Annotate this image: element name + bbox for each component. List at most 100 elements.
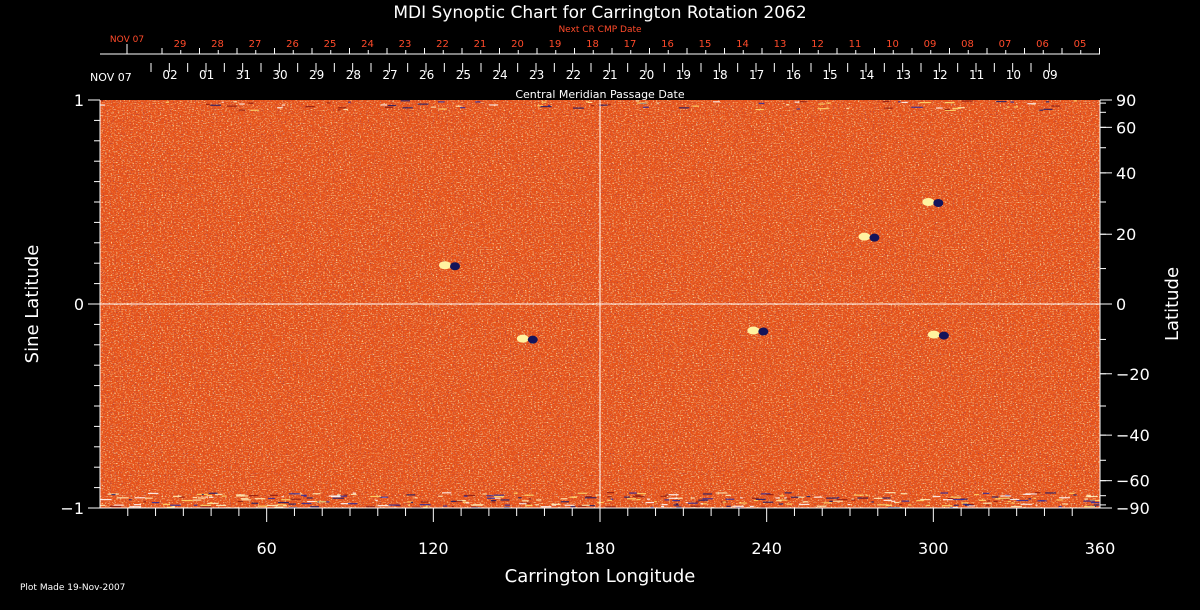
polar-noise-streak — [1086, 496, 1092, 498]
polar-noise-streak — [221, 495, 227, 497]
polar-noise-streak — [233, 101, 237, 103]
polar-noise-streak — [384, 106, 393, 108]
polar-noise-streak — [702, 493, 713, 495]
polar-noise-streak — [407, 504, 410, 506]
polar-noise-streak — [192, 496, 198, 499]
polar-noise-streak — [420, 501, 429, 503]
polar-noise-streak — [1010, 498, 1020, 501]
polar-noise-streak — [577, 492, 588, 494]
polar-noise-streak — [947, 498, 954, 500]
x-axis-title: Carrington Longitude — [505, 566, 696, 587]
polar-noise-streak — [738, 502, 747, 504]
polar-noise-streak — [193, 504, 198, 506]
polar-noise-streak — [665, 494, 669, 496]
polar-noise-streak — [289, 493, 300, 495]
polar-noise-streak — [1028, 498, 1032, 500]
polar-noise-streak — [944, 102, 955, 104]
next-cr-date-axis: NOV 07 29 28 27 26 25 24 23 22 21 20 19 18 17 16 15 14 13… — [100, 35, 1100, 55]
polar-noise-streak — [1006, 106, 1010, 108]
polar-noise-streak — [853, 494, 864, 496]
x-tick-label: 240 — [751, 539, 782, 558]
polar-noise-streak — [1068, 492, 1075, 494]
cmp-date-label: 13 — [896, 68, 911, 82]
polar-noise-streak — [1025, 493, 1038, 495]
polar-noise-streak — [961, 502, 969, 504]
polar-noise-streak — [692, 105, 700, 107]
negative-polarity-spot — [527, 335, 538, 344]
polar-noise-streak — [725, 494, 732, 496]
polar-noise-streak — [873, 497, 884, 499]
polar-noise-streak — [1094, 504, 1100, 506]
polar-noise-streak — [328, 495, 340, 497]
polar-noise-streak — [900, 493, 908, 495]
polar-noise-streak — [784, 497, 787, 499]
polar-noise-streak — [798, 496, 805, 498]
polar-noise-streak — [352, 492, 356, 494]
polar-noise-streak — [482, 493, 487, 495]
polar-noise-streak — [209, 502, 213, 504]
polar-noise-streak — [490, 499, 497, 502]
polar-noise-streak — [847, 503, 851, 506]
polar-noise-streak — [573, 107, 584, 109]
polar-noise-streak — [676, 506, 682, 508]
plot-made-footer: Plot Made 19-Nov-2007 — [20, 583, 125, 593]
polar-noise-streak — [952, 506, 958, 508]
plot-axes: 60 120 180 240 300 360 1 0 −1 90 60 40 20 0 −20 −40 −60 −… — [60, 91, 1149, 558]
polar-noise-streak — [487, 497, 495, 499]
cmp-date-label: 28 — [346, 68, 361, 82]
polar-noise-streak — [504, 504, 511, 506]
magnetogram-field — [100, 100, 1100, 508]
polar-noise-streak — [610, 498, 614, 500]
cmp-date-label: 21 — [602, 68, 617, 82]
polar-noise-streak — [300, 494, 307, 496]
cmp-date-label: 24 — [492, 68, 507, 82]
polar-noise-streak — [932, 495, 941, 498]
polar-noise-streak — [455, 500, 463, 502]
next-cr-date-label: 22 — [436, 39, 449, 50]
polar-noise-streak — [826, 497, 839, 499]
negative-polarity-spot — [933, 199, 944, 207]
polar-noise-streak — [591, 105, 595, 107]
polar-noise-streak — [695, 501, 700, 503]
polar-noise-streak — [162, 503, 171, 506]
negative-polarity-spot — [869, 233, 880, 242]
polar-noise-streak — [337, 494, 341, 496]
polar-noise-streak — [1090, 501, 1100, 504]
polar-noise-streak — [1058, 505, 1062, 508]
polar-noise-streak — [1084, 505, 1095, 508]
polar-noise-streak — [998, 497, 1010, 499]
polar-noise-streak — [330, 496, 341, 498]
polar-noise-streak — [240, 498, 249, 500]
polar-noise-streak — [551, 504, 556, 506]
polar-noise-streak — [207, 502, 219, 504]
next-cr-axis-title: Next CR CMP Date — [558, 25, 642, 35]
polar-noise-streak — [779, 495, 785, 497]
next-cr-date-label: 21 — [474, 39, 487, 50]
polar-noise-streak — [417, 103, 429, 105]
polar-noise-streak — [237, 500, 244, 503]
polar-noise-streak — [941, 505, 953, 507]
polar-noise-streak — [303, 495, 307, 497]
polar-noise-streak — [525, 504, 533, 507]
polar-noise-streak — [898, 101, 901, 103]
polar-noise-streak — [784, 492, 792, 494]
polar-noise-streak — [423, 506, 428, 508]
polar-noise-streak — [978, 499, 987, 501]
polar-noise-streak — [1056, 499, 1064, 501]
polar-noise-streak — [836, 499, 848, 501]
polar-noise-streak — [607, 496, 612, 498]
polar-noise-streak — [257, 505, 268, 507]
polar-noise-streak — [400, 100, 410, 102]
positive-polarity-spot — [927, 330, 940, 339]
polar-noise-streak — [425, 505, 429, 507]
polar-noise-streak — [785, 498, 790, 500]
polar-noise-streak — [702, 498, 713, 500]
polar-noise-streak — [953, 498, 965, 501]
polar-noise-streak — [283, 505, 287, 507]
polar-noise-streak — [450, 500, 457, 503]
x-tick-label: 300 — [918, 539, 949, 558]
polar-noise-streak — [957, 107, 965, 109]
negative-polarity-spot — [450, 262, 460, 271]
polar-noise-streak — [1027, 103, 1037, 105]
next-cr-date-label: 08 — [961, 39, 974, 50]
